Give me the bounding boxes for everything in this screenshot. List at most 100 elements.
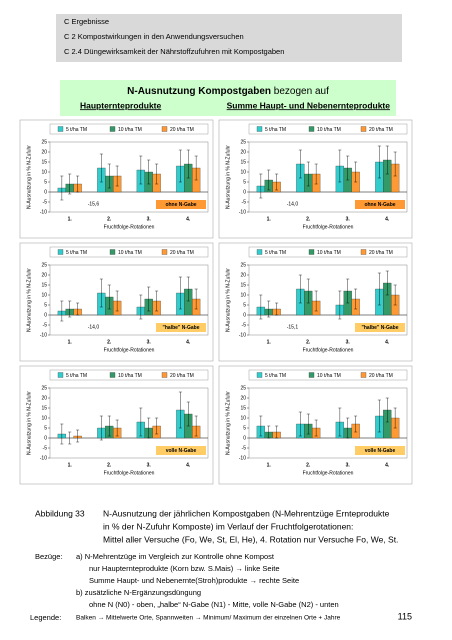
legend-swatch [109,126,116,132]
error-bar [115,419,119,437]
y-tick-label: 20 [240,395,246,401]
y-tick-label: -10 [239,209,246,215]
y-tick-label: 5 [243,179,246,185]
low-label: -14,0 [88,324,100,330]
header-line: C Ergebnisse [64,17,109,26]
error-bar [354,415,358,433]
x-tick-label: 4. [186,216,191,222]
legend-label: 10 t/ha TM [118,250,142,256]
y-tick-label: -5 [242,322,247,328]
legend-swatch [57,249,64,255]
error-bar [393,284,397,306]
y-tick-label: 0 [243,189,246,195]
bezuege-label: Bezüge: [35,552,63,561]
y-tick-label: 20 [41,149,47,155]
x-tick-label: 3. [346,216,351,222]
x-tick-label: 1. [68,339,73,345]
caption-label: Abbildung 33 [35,508,85,518]
error-bar [267,425,271,439]
y-tick-label: 15 [41,405,47,411]
y-tick-label: -10 [40,209,47,215]
error-bar [275,302,279,316]
bezuege-line: b) zusätzliche N-Ergänzungsdüngung [76,588,201,597]
y-axis-label: N-Ausnutzung in % N-Zufuhr [225,145,231,209]
x-tick-label: 2. [306,216,311,222]
legend-label: 5 t/ha TM [265,373,286,379]
error-bar [346,155,350,181]
y-tick-label: 20 [41,272,47,278]
legend-label: 5 t/ha TM [265,127,286,133]
x-tick-label: 1. [68,462,73,468]
error-bar [259,173,263,199]
error-bar [155,417,159,435]
annotation: volle N-Gabe [166,448,197,454]
y-axis-label: N-Ausnutzung in % N-Zufuhr [26,391,32,455]
y-tick-label: 5 [44,302,47,308]
x-tick-label: 4. [186,462,191,468]
legend-label: 10 t/ha TM [118,373,142,379]
y-axis-label: N-Ausnutzung in % N-Zufuhr [225,391,231,455]
subtitle-left: Haupternteprodukte [80,100,162,110]
error-bar [194,288,198,310]
page-number: 115 [398,611,412,621]
error-bar [393,151,397,177]
legend-swatch [161,249,168,255]
error-bar [377,399,381,433]
x-tick-label: 3. [147,216,152,222]
legend-swatch [109,249,116,255]
error-bar [385,270,389,296]
y-tick-label: -10 [40,332,47,338]
y-axis-label: N-Ausnutzung in % N-Zufuhr [26,145,32,209]
x-tick-label: 1. [267,339,272,345]
low-label: -14,0 [287,201,299,207]
legend-label: 5 t/ha TM [66,127,87,133]
y-tick-label: 15 [240,159,246,165]
legend-box [49,123,209,135]
error-bar [306,161,310,187]
y-tick-label: 5 [243,425,246,431]
legend-label: 10 t/ha TM [118,127,142,133]
error-bar [107,284,111,310]
annotation: "halbe" N-Gabe [362,325,399,331]
x-tick-label: 2. [306,462,311,468]
error-bar [306,278,310,304]
error-bar [275,425,279,439]
y-tick-label: 10 [41,169,47,175]
y-tick-label: 10 [240,169,246,175]
error-bar [385,145,389,175]
legende-label: Legende: [30,613,61,622]
error-bar [139,294,143,320]
error-bar [194,155,198,181]
y-tick-label: 15 [240,405,246,411]
x-tick-label: 3. [346,339,351,345]
y-tick-label: 5 [44,425,47,431]
legend-swatch [109,372,116,378]
error-bar [298,149,302,179]
annotation-box [355,200,405,209]
legend-box [248,123,408,135]
error-bar [259,415,263,437]
error-bar [147,159,151,185]
error-bar [275,173,279,191]
error-bar [99,278,103,308]
error-bar [338,149,342,183]
legend-label: 10 t/ha TM [317,250,341,256]
error-bar [60,175,64,201]
y-tick-label: 25 [240,385,246,391]
error-bar [298,411,302,437]
y-tick-label: 25 [240,262,246,268]
legend-swatch [256,372,263,378]
y-tick-label: -10 [239,332,246,338]
legend-box [248,246,408,258]
error-bar [338,290,342,320]
legend-box [248,369,408,381]
y-tick-label: 10 [41,292,47,298]
legend-label: 20 t/ha TM [170,250,194,256]
legend-box [49,369,209,381]
title-main: N-Ausnutzung Kompostgaben [127,86,271,97]
error-bar [99,153,103,183]
error-bar [385,397,389,423]
legend-label: 5 t/ha TM [66,250,87,256]
figure-title: N-Ausnutzung Kompostgaben bezogen auf [127,86,329,97]
legend-label: 10 t/ha TM [317,373,341,379]
